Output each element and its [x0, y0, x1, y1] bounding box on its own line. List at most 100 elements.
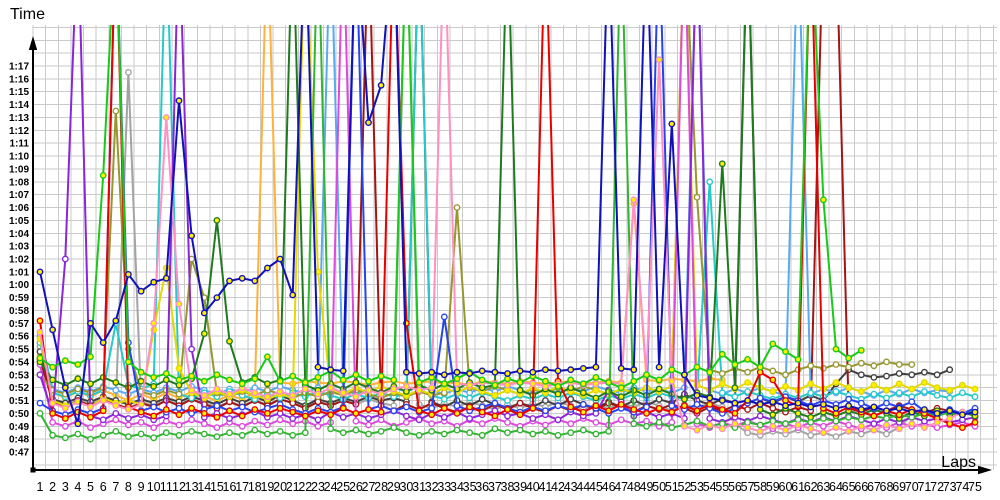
data-point[interactable]: [478, 376, 486, 384]
data-point[interactable]: [794, 421, 802, 429]
data-point[interactable]: [693, 400, 701, 408]
data-point[interactable]: [959, 424, 966, 431]
data-point[interactable]: [99, 397, 107, 404]
data-point[interactable]: [895, 425, 903, 433]
data-point[interactable]: [188, 372, 196, 380]
data-point[interactable]: [681, 371, 688, 379]
data-point[interactable]: [567, 376, 575, 384]
data-point[interactable]: [440, 430, 448, 438]
data-point[interactable]: [744, 379, 751, 386]
data-point[interactable]: [112, 386, 120, 394]
data-point[interactable]: [365, 377, 372, 385]
data-point[interactable]: [769, 404, 777, 412]
data-point[interactable]: [314, 373, 322, 381]
data-point[interactable]: [466, 394, 473, 402]
data-point[interactable]: [188, 416, 196, 424]
data-point[interactable]: [516, 411, 524, 419]
data-point[interactable]: [251, 406, 259, 413]
data-point[interactable]: [832, 424, 840, 431]
data-point[interactable]: [124, 415, 132, 422]
data-point[interactable]: [415, 370, 423, 377]
data-point[interactable]: [769, 422, 777, 430]
data-point[interactable]: [466, 370, 473, 377]
data-point[interactable]: [946, 407, 954, 415]
data-point[interactable]: [820, 196, 827, 204]
data-point[interactable]: [933, 418, 941, 426]
data-point[interactable]: [959, 389, 966, 397]
data-point[interactable]: [718, 425, 726, 433]
data-point[interactable]: [870, 426, 878, 434]
data-point[interactable]: [668, 366, 676, 374]
data-point[interactable]: [567, 403, 575, 411]
data-point[interactable]: [440, 413, 448, 421]
data-point[interactable]: [352, 371, 360, 379]
data-point[interactable]: [124, 69, 132, 76]
data-point[interactable]: [516, 379, 524, 386]
data-point[interactable]: [668, 408, 676, 416]
data-point[interactable]: [870, 390, 878, 398]
data-point[interactable]: [263, 386, 271, 394]
data-point[interactable]: [175, 97, 183, 105]
data-point[interactable]: [377, 408, 385, 416]
data-point[interactable]: [415, 386, 423, 394]
data-point[interactable]: [238, 380, 246, 388]
data-point[interactable]: [213, 424, 221, 431]
data-point[interactable]: [807, 403, 815, 411]
data-point[interactable]: [832, 379, 840, 386]
data-point[interactable]: [655, 395, 663, 403]
data-point[interactable]: [124, 433, 132, 440]
data-point[interactable]: [832, 404, 840, 412]
data-point[interactable]: [226, 390, 233, 398]
data-point[interactable]: [238, 412, 246, 420]
data-point[interactable]: [226, 337, 233, 345]
data-point[interactable]: [453, 368, 461, 376]
data-point[interactable]: [276, 388, 284, 395]
data-point[interactable]: [504, 370, 511, 377]
data-point[interactable]: [263, 421, 271, 429]
data-point[interactable]: [276, 427, 284, 435]
data-point[interactable]: [276, 416, 284, 424]
data-point[interactable]: [883, 386, 890, 394]
data-point[interactable]: [554, 416, 562, 424]
data-point[interactable]: [365, 119, 372, 127]
data-point[interactable]: [693, 391, 701, 399]
data-point[interactable]: [617, 416, 625, 424]
data-point[interactable]: [150, 424, 158, 431]
data-point[interactable]: [693, 417, 701, 425]
data-point[interactable]: [870, 412, 878, 420]
data-point[interactable]: [681, 402, 688, 410]
data-point[interactable]: [478, 367, 486, 375]
data-point[interactable]: [36, 409, 44, 417]
data-point[interactable]: [769, 376, 777, 384]
data-point[interactable]: [579, 400, 587, 408]
data-point[interactable]: [630, 406, 638, 413]
data-point[interactable]: [731, 420, 739, 428]
data-point[interactable]: [150, 403, 158, 411]
data-point[interactable]: [112, 427, 120, 435]
data-point[interactable]: [226, 415, 233, 422]
data-point[interactable]: [415, 407, 423, 415]
data-point[interactable]: [415, 416, 423, 424]
data-point[interactable]: [731, 361, 739, 368]
data-point[interactable]: [807, 362, 815, 370]
data-point[interactable]: [706, 368, 714, 376]
data-point[interactable]: [74, 420, 82, 428]
data-point[interactable]: [99, 416, 107, 424]
data-point[interactable]: [731, 384, 739, 392]
data-point[interactable]: [61, 422, 69, 430]
data-point[interactable]: [213, 385, 221, 393]
data-point[interactable]: [428, 384, 436, 392]
data-point[interactable]: [529, 430, 537, 438]
data-point[interactable]: [592, 430, 600, 438]
data-point[interactable]: [820, 429, 827, 437]
data-point[interactable]: [175, 404, 183, 412]
data-point[interactable]: [807, 425, 815, 433]
data-point[interactable]: [162, 429, 170, 437]
data-point[interactable]: [402, 368, 410, 376]
data-point[interactable]: [933, 391, 941, 399]
data-point[interactable]: [314, 363, 322, 371]
data-point[interactable]: [617, 364, 625, 372]
data-point[interactable]: [933, 371, 941, 379]
data-point[interactable]: [542, 427, 549, 435]
data-point[interactable]: [188, 386, 196, 394]
